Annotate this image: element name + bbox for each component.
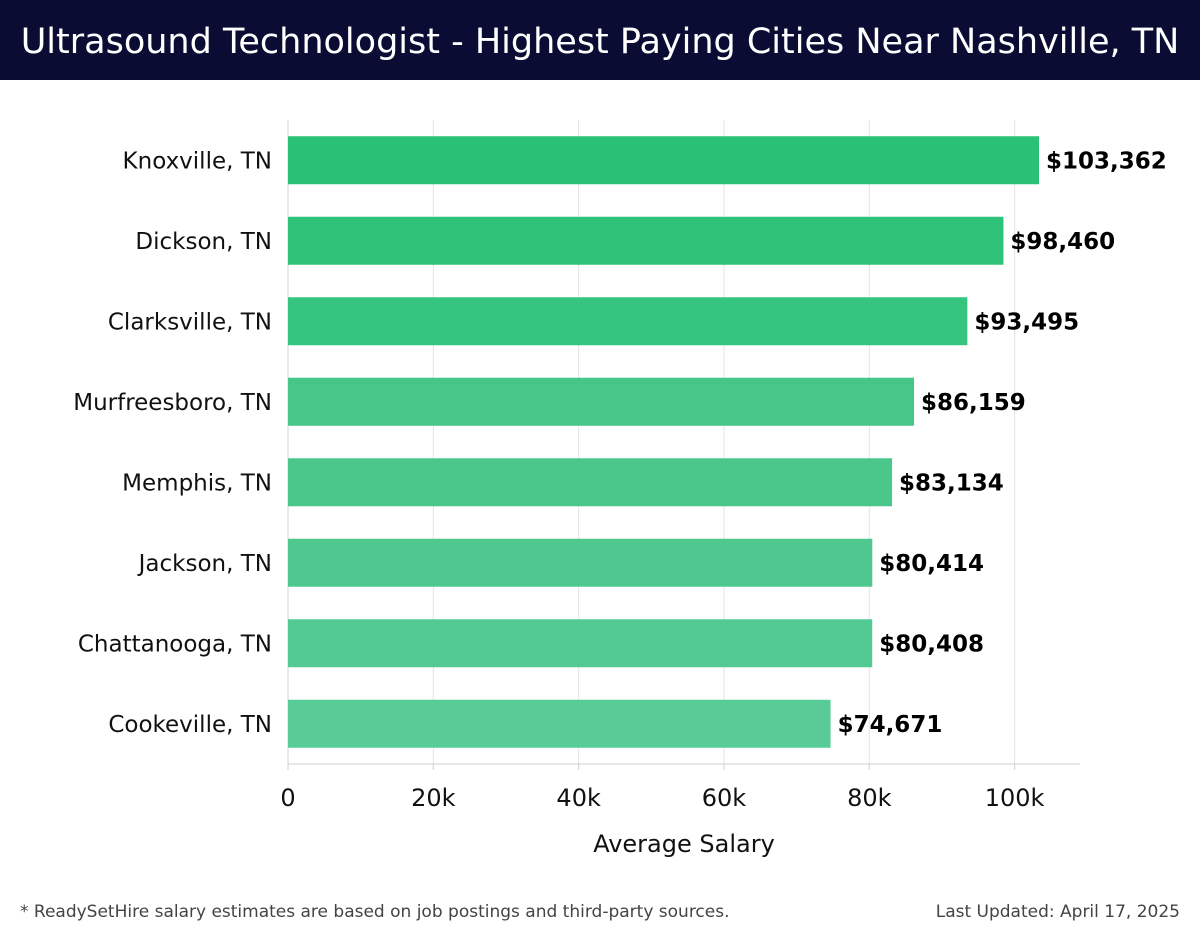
bar [288, 458, 893, 507]
x-tick-label: 80k [847, 784, 892, 812]
bar [288, 619, 873, 668]
value-label: $80,408 [879, 631, 984, 657]
x-tick-label: 20k [411, 784, 456, 812]
category-label: Chattanooga, TN [78, 631, 272, 657]
title-bar: Ultrasound Technologist - Highest Paying… [0, 0, 1200, 80]
value-label: $86,159 [921, 390, 1026, 416]
chart-title: Ultrasound Technologist - Highest Paying… [20, 22, 1180, 62]
category-label: Memphis, TN [122, 470, 272, 496]
x-tick-label: 0 [280, 784, 295, 812]
x-tick-label: 100k [985, 784, 1045, 812]
category-label: Dickson, TN [135, 229, 272, 255]
value-label: $93,495 [974, 309, 1079, 335]
category-label: Murfreesboro, TN [73, 390, 272, 416]
x-tick-label: 40k [556, 784, 601, 812]
bar [288, 297, 968, 346]
value-label: $74,671 [838, 712, 943, 738]
category-label: Clarksville, TN [108, 309, 272, 335]
category-label: Cookeville, TN [108, 712, 272, 738]
bar [288, 538, 873, 587]
value-label: $103,362 [1046, 148, 1167, 174]
category-label: Knoxville, TN [123, 148, 272, 174]
x-tick-label: 60k [702, 784, 747, 812]
category-label: Jackson, TN [137, 551, 272, 577]
bar [288, 699, 831, 748]
bar-chart: 0 20k 40k 60k 80k 100k Knoxville, TN $103,362 Di… [73, 120, 1167, 812]
value-label: $80,414 [879, 551, 984, 577]
bar [288, 216, 1004, 265]
last-updated: Last Updated: April 17, 2025 [935, 902, 1180, 922]
bar [288, 136, 1040, 185]
bar [288, 377, 915, 426]
value-label: $98,460 [1010, 229, 1115, 255]
x-axis-title: Average Salary [593, 830, 775, 858]
footnote: * ReadySetHire salary estimates are base… [20, 902, 730, 922]
value-label: $83,134 [899, 470, 1004, 496]
